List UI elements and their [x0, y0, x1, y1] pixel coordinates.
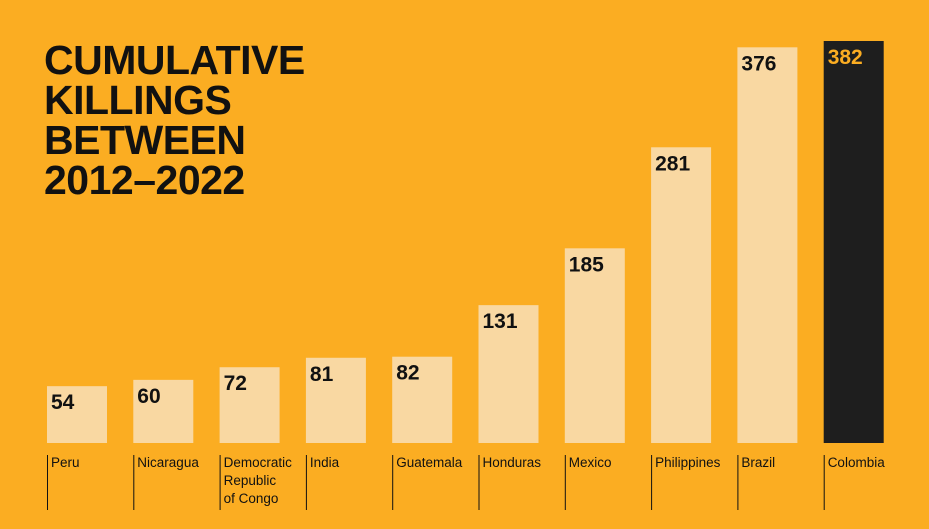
bar [823, 41, 884, 443]
bar-value-label: 376 [741, 52, 776, 75]
bar [392, 356, 453, 443]
category-label: Philippines [655, 455, 721, 470]
bar [305, 357, 366, 443]
bar-value-label: 72 [224, 372, 247, 395]
category-label: Mexico [569, 455, 612, 470]
category-label: Guatemala [396, 455, 463, 470]
bar [478, 305, 539, 443]
bar [133, 379, 194, 443]
chart-title-line: KILLINGS [44, 77, 232, 123]
bar [219, 367, 280, 443]
chart-title-line: 2012–2022 [44, 157, 245, 203]
bar-value-label: 54 [51, 391, 75, 414]
bar-value-label: 131 [483, 310, 518, 333]
bar-value-label: 81 [310, 363, 334, 386]
bar [651, 147, 712, 443]
bar [564, 248, 625, 443]
category-label: Honduras [483, 455, 542, 470]
bar-value-label: 60 [137, 385, 160, 408]
bar [47, 386, 107, 443]
bar [737, 47, 798, 443]
category-label: Republic [224, 473, 277, 488]
category-label: India [310, 455, 340, 470]
bar-value-label: 281 [655, 152, 690, 175]
category-label: of Congo [224, 491, 279, 506]
chart-title-line: CUMULATIVE [44, 37, 305, 83]
bar-value-label: 185 [569, 253, 604, 276]
category-label: Brazil [741, 455, 775, 470]
chart-title-line: BETWEEN [44, 117, 246, 163]
category-label: Nicaragua [137, 455, 199, 470]
bar-value-label: 382 [828, 46, 863, 69]
category-label: Peru [51, 455, 80, 470]
bar-value-label: 82 [396, 362, 419, 385]
category-label: Democratic [224, 455, 293, 470]
chart-title: CUMULATIVE KILLINGS BETWEEN 2012–2022 [44, 37, 344, 203]
category-label: Colombia [828, 455, 886, 470]
